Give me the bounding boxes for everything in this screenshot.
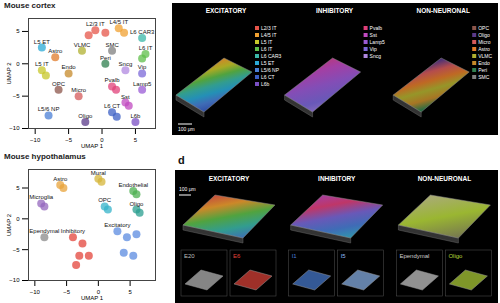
svg-text:0: 0 bbox=[96, 288, 100, 295]
svg-text:INHIBITORY: INHIBITORY bbox=[316, 7, 354, 14]
svg-text:SMC: SMC bbox=[105, 42, 119, 48]
html-text:Mouse hypothalamus: Mouse hypothalamus bbox=[4, 152, 86, 161]
svg-text:Sncg: Sncg bbox=[119, 61, 133, 67]
svg-text:VLMC: VLMC bbox=[478, 53, 492, 59]
svg-text:L4/5 IT: L4/5 IT bbox=[261, 32, 277, 38]
svg-text:100 μm: 100 μm bbox=[179, 186, 196, 192]
svg-text:E20: E20 bbox=[184, 253, 195, 259]
svg-text:Inhibitory: Inhibitory bbox=[61, 228, 85, 234]
svg-text:−5: −5 bbox=[63, 289, 71, 295]
svg-text:Oligo: Oligo bbox=[478, 32, 490, 38]
svg-text:VLMC: VLMC bbox=[74, 42, 91, 48]
svg-text:I5: I5 bbox=[341, 253, 347, 259]
svg-text:NON-NEURONAL: NON-NEURONAL bbox=[418, 175, 471, 182]
svg-text:Astro: Astro bbox=[53, 176, 68, 182]
svg-text:−10: −10 bbox=[9, 277, 20, 283]
svg-text:L2/3 IT: L2/3 IT bbox=[86, 21, 105, 27]
svg-text:0: 0 bbox=[16, 61, 20, 67]
svg-text:Sst: Sst bbox=[121, 94, 130, 100]
svg-text:Peri: Peri bbox=[478, 67, 487, 73]
svg-text:L5/6 NP: L5/6 NP bbox=[38, 106, 60, 112]
svg-text:Excitatory: Excitatory bbox=[104, 222, 130, 228]
svg-text:−10: −10 bbox=[9, 125, 20, 131]
svg-text:−10: −10 bbox=[30, 289, 41, 295]
svg-text:I1: I1 bbox=[292, 253, 298, 259]
svg-text:EXCITATORY: EXCITATORY bbox=[206, 7, 247, 14]
svg-text:Lamp5: Lamp5 bbox=[370, 39, 386, 45]
svg-text:0: 0 bbox=[16, 216, 20, 222]
svg-text:0: 0 bbox=[100, 136, 104, 143]
svg-text:5: 5 bbox=[16, 185, 20, 191]
svg-text:UMAP 1: UMAP 1 bbox=[81, 295, 104, 301]
svg-text:L2/3 IT: L2/3 IT bbox=[261, 25, 277, 31]
svg-text:Pvalb: Pvalb bbox=[370, 25, 383, 31]
svg-text:L6 IT: L6 IT bbox=[261, 46, 272, 52]
svg-text:Ependymal: Ependymal bbox=[399, 253, 429, 259]
svg-text:Sst: Sst bbox=[370, 32, 378, 38]
svg-text:E6: E6 bbox=[233, 253, 241, 259]
svg-text:L5 ET: L5 ET bbox=[34, 39, 50, 45]
svg-text:Astro: Astro bbox=[48, 48, 63, 54]
svg-text:Oligo: Oligo bbox=[129, 201, 144, 207]
svg-text:Astro: Astro bbox=[478, 46, 490, 52]
svg-text:−5: −5 bbox=[13, 93, 21, 99]
svg-text:L6 CAR3: L6 CAR3 bbox=[130, 29, 155, 35]
svg-text:Endothelial: Endothelial bbox=[118, 182, 148, 188]
svg-text:L6b: L6b bbox=[261, 81, 270, 87]
svg-text:Ependymal: Ependymal bbox=[29, 228, 59, 234]
svg-text:L6 IT: L6 IT bbox=[139, 45, 153, 51]
svg-text:Endo: Endo bbox=[62, 64, 77, 70]
svg-text:Sncg: Sncg bbox=[370, 53, 382, 59]
svg-text:Oligo: Oligo bbox=[78, 113, 93, 119]
svg-text:UMAP 2: UMAP 2 bbox=[6, 213, 12, 236]
svg-text:Endo: Endo bbox=[478, 60, 490, 66]
svg-text:Vip: Vip bbox=[370, 46, 377, 52]
svg-text:−5: −5 bbox=[65, 137, 73, 143]
svg-text:L5/6 NP: L5/6 NP bbox=[261, 67, 280, 73]
svg-text:L5 IT: L5 IT bbox=[35, 61, 49, 67]
svg-text:L4/5 IT: L4/5 IT bbox=[109, 19, 128, 25]
svg-text:5: 5 bbox=[16, 28, 20, 34]
svg-text:5: 5 bbox=[128, 289, 132, 295]
svg-text:SMC: SMC bbox=[478, 74, 490, 80]
svg-text:Oligo: Oligo bbox=[448, 253, 463, 259]
svg-text:Lamp5: Lamp5 bbox=[133, 81, 152, 87]
svg-text:OPC: OPC bbox=[52, 81, 66, 87]
html-text:Mouse cortex: Mouse cortex bbox=[4, 1, 56, 10]
svg-text:Micro: Micro bbox=[478, 39, 490, 45]
svg-text:L6 CAR3: L6 CAR3 bbox=[261, 53, 282, 59]
svg-text:d: d bbox=[178, 154, 185, 166]
svg-text:Peri: Peri bbox=[100, 55, 111, 61]
svg-text:NON-NEURONAL: NON-NEURONAL bbox=[416, 7, 469, 14]
svg-text:Vip: Vip bbox=[138, 64, 147, 70]
svg-text:L5 ET: L5 ET bbox=[261, 60, 274, 66]
svg-text:INHIBITORY: INHIBITORY bbox=[318, 175, 356, 182]
svg-text:−5: −5 bbox=[13, 247, 21, 253]
svg-text:EXCITATORY: EXCITATORY bbox=[209, 175, 250, 182]
svg-text:−10: −10 bbox=[30, 137, 41, 143]
svg-text:100 μm: 100 μm bbox=[178, 126, 195, 132]
svg-text:L5 IT: L5 IT bbox=[261, 39, 272, 45]
svg-text:Mural: Mural bbox=[91, 170, 106, 176]
svg-text:L6 CT: L6 CT bbox=[104, 103, 121, 109]
svg-text:Micro: Micro bbox=[71, 87, 86, 93]
svg-text:UMAP 1: UMAP 1 bbox=[81, 143, 104, 149]
svg-text:UMAP 2: UMAP 2 bbox=[6, 62, 12, 85]
svg-text:OPC: OPC bbox=[478, 25, 489, 31]
svg-text:OPC: OPC bbox=[98, 197, 112, 203]
svg-text:5: 5 bbox=[134, 137, 138, 143]
svg-text:L6 CT: L6 CT bbox=[261, 74, 275, 80]
svg-text:L6b: L6b bbox=[130, 113, 141, 119]
svg-text:Pvalb: Pvalb bbox=[105, 77, 121, 83]
svg-text:Microglia: Microglia bbox=[29, 194, 54, 200]
